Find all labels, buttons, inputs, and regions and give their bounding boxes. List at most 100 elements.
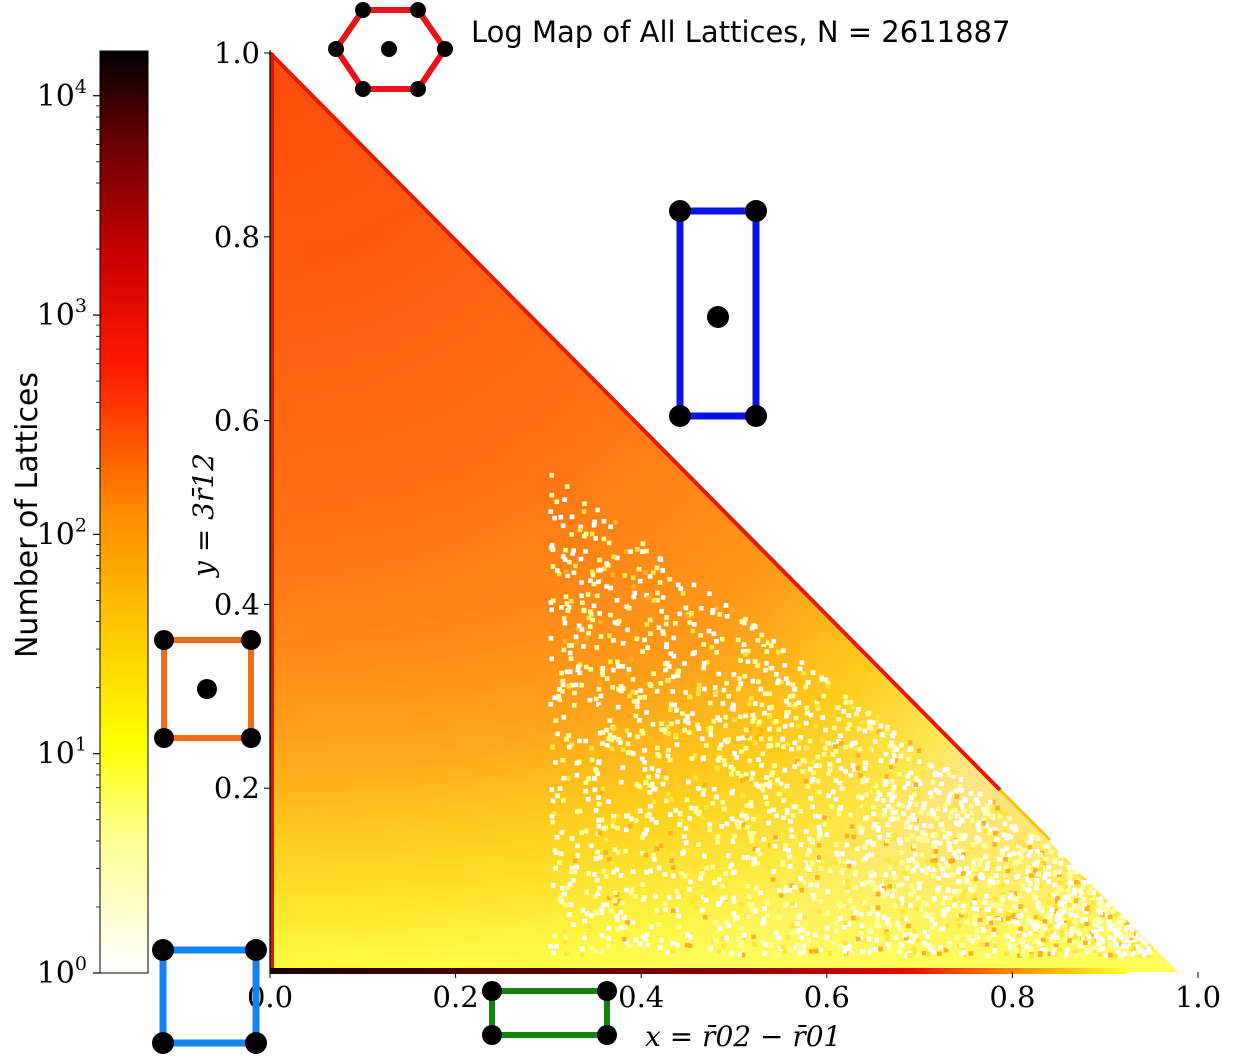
heatmap-cell: [782, 767, 788, 773]
heatmap-cell: [1101, 901, 1107, 906]
heatmap-cell: [1039, 930, 1045, 936]
heatmap-cell: [899, 896, 905, 901]
heatmap-cell: [694, 895, 700, 901]
heatmap-cell: [707, 822, 713, 827]
heatmap-cell: [563, 594, 569, 600]
heatmap-cell: [882, 782, 888, 787]
heatmap-cell: [552, 515, 557, 521]
heatmap-cell: [919, 760, 925, 766]
heatmap-cell: [876, 729, 882, 735]
heatmap-cell: [985, 811, 990, 817]
colorbar-tick-exponent: 4: [75, 76, 87, 98]
heatmap-cell: [822, 746, 828, 751]
heatmap-cell: [933, 849, 939, 854]
heatmap-cell: [1083, 940, 1088, 945]
heatmap-cell: [876, 825, 881, 831]
heatmap-cell: [687, 887, 692, 892]
heatmap-cell: [907, 740, 913, 745]
heatmap-cell: [578, 556, 584, 562]
heatmap-cell: [612, 620, 618, 625]
heatmap-cell: [761, 642, 767, 647]
heatmap-cell: [884, 929, 890, 934]
heatmap-cell: [871, 811, 876, 817]
heatmap-cell: [873, 923, 879, 928]
heatmap-cell: [860, 775, 866, 781]
heatmap-cell: [817, 763, 822, 768]
heatmap-cell: [790, 901, 796, 907]
heatmap-cell: [637, 808, 643, 814]
heatmap-cell: [620, 747, 626, 753]
heatmap-cell: [896, 949, 902, 954]
heatmap-cell: [899, 742, 904, 748]
heatmap-cell: [611, 735, 617, 740]
heatmap-cell: [798, 950, 804, 955]
heatmap-cell: [824, 925, 830, 931]
heatmap-cell: [921, 941, 927, 946]
heatmap-cell: [1071, 887, 1077, 893]
heatmap-cell: [875, 905, 881, 911]
heatmap-cell: [726, 693, 731, 699]
heatmap-cell: [969, 901, 975, 907]
heatmap-cell: [731, 702, 736, 708]
heatmap-cell: [700, 756, 706, 762]
heatmap-cell: [1043, 871, 1049, 876]
heatmap-cell: [647, 574, 653, 579]
heatmap-cell: [914, 825, 919, 831]
heatmap-cell: [752, 859, 757, 864]
heatmap-cell: [956, 848, 962, 854]
heatmap-cell: [711, 631, 717, 637]
heatmap-cell: [595, 771, 600, 777]
heatmap-cell: [752, 836, 758, 841]
heatmap-cell: [820, 737, 825, 743]
heatmap-cell: [981, 817, 987, 822]
heatmap-cell: [730, 766, 736, 772]
heatmap-cell: [1032, 895, 1038, 900]
heatmap-cell: [949, 790, 954, 796]
heatmap-cell: [960, 890, 966, 896]
heatmap-cell: [611, 813, 616, 819]
heatmap-cell: [875, 714, 881, 720]
heatmap-cell: [596, 702, 601, 707]
heatmap-cell: [574, 773, 580, 778]
heatmap-cell: [1067, 902, 1073, 908]
heatmap-cell: [780, 736, 785, 742]
y-ticks: 0.20.40.60.81.0: [214, 36, 270, 805]
heatmap-cell: [906, 923, 911, 929]
heatmap-cell: [807, 848, 812, 853]
heatmap-cell: [757, 733, 762, 739]
heatmap-cell: [1026, 853, 1032, 858]
heatmap-cell: [647, 617, 653, 623]
heatmap-cell: [628, 549, 633, 554]
colorbar-tick-label: 101: [37, 734, 87, 772]
heatmap-cell: [1071, 876, 1076, 882]
heatmap-cell: [803, 720, 809, 726]
heatmap-cell: [736, 686, 741, 692]
heatmap-cell: [561, 616, 567, 621]
heatmap-cell: [758, 686, 764, 692]
heatmap-cell: [738, 714, 743, 720]
heatmap-cell: [948, 805, 953, 811]
heatmap-cell: [1008, 867, 1014, 873]
heatmap-cell: [616, 618, 622, 624]
heatmap-cell: [608, 612, 613, 618]
heatmap-cell: [758, 727, 764, 733]
heatmap-cell: [929, 763, 934, 769]
heatmap-cell: [1121, 934, 1127, 939]
heatmap-cell: [1094, 949, 1100, 955]
heatmap-cell: [815, 703, 820, 709]
heatmap-cell: [945, 923, 950, 929]
heatmap-cell: [688, 935, 693, 940]
heatmap-cell: [747, 822, 753, 828]
heatmap-cell: [1018, 926, 1023, 932]
heatmap-cell: [572, 869, 578, 875]
heatmap-cell: [985, 808, 990, 814]
heatmap-cell: [670, 948, 676, 954]
heatmap-cell: [843, 694, 848, 700]
heatmap-cell: [695, 722, 700, 728]
heatmap-cell: [685, 849, 691, 855]
heatmap-cell: [947, 845, 952, 851]
heatmap-cell: [875, 891, 881, 897]
heatmap-cell: [869, 873, 874, 879]
heatmap-cell: [995, 805, 1000, 811]
heatmap-cell: [944, 766, 950, 772]
